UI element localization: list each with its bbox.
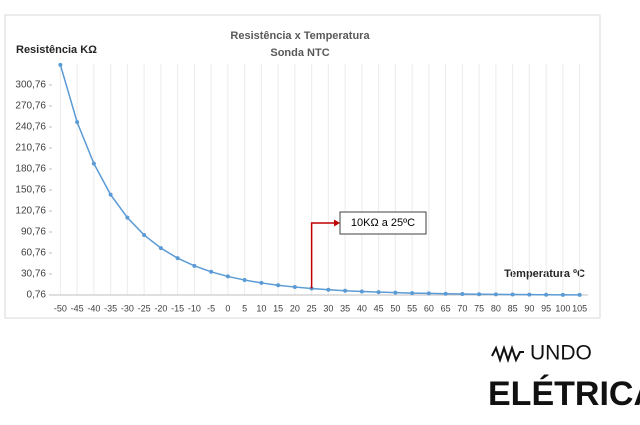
chart-title: Resistência x Temperatura xyxy=(230,30,370,42)
annotation-arrow xyxy=(334,219,340,227)
x-tick-label: 25 xyxy=(307,303,317,313)
x-tick-label: -5 xyxy=(207,303,215,313)
marker xyxy=(242,278,247,283)
y-tick-label: 30,76 xyxy=(21,269,46,280)
marker xyxy=(292,285,297,290)
x-tick-label: 20 xyxy=(290,303,300,313)
marker xyxy=(577,292,582,297)
x-tick-label: 65 xyxy=(441,303,451,313)
x-tick-label: 5 xyxy=(242,303,247,313)
x-tick-label: 80 xyxy=(491,303,501,313)
annotation-box xyxy=(339,211,427,235)
marker xyxy=(343,288,348,293)
marker xyxy=(192,263,197,268)
logo-wave xyxy=(491,344,524,364)
marker xyxy=(75,120,80,125)
x-tick-label: 40 xyxy=(357,303,367,313)
marker xyxy=(544,292,549,297)
line xyxy=(59,64,580,296)
marker xyxy=(125,215,130,220)
chart-subtitle: Sonda NTC xyxy=(270,47,329,59)
marker xyxy=(376,290,381,295)
marker xyxy=(175,256,180,261)
x-tick-label: 45 xyxy=(374,303,384,313)
y-tick-label: 240,76 xyxy=(15,122,46,133)
x-tick-label: 60 xyxy=(424,303,434,313)
marker xyxy=(477,292,482,297)
x-tick-label: -50 xyxy=(54,303,67,313)
marker xyxy=(410,291,415,296)
marker xyxy=(276,283,281,288)
marker xyxy=(91,161,96,166)
x-tick-label: 90 xyxy=(524,303,534,313)
x-tick-label: 55 xyxy=(407,303,417,313)
marker xyxy=(493,292,498,297)
marker xyxy=(527,292,532,297)
x-tick-label: 30 xyxy=(323,303,333,313)
marker xyxy=(158,246,163,251)
y-axis-label: Resistência KΩ xyxy=(16,44,97,56)
annotation-text: 10KΩ a 25ºC xyxy=(351,217,415,229)
x-tick-label: 85 xyxy=(508,303,518,313)
x-axis-label: Temperatura ºC xyxy=(504,268,585,280)
x-tick-label: 10 xyxy=(256,303,266,313)
x-tick-label: -45 xyxy=(71,303,84,313)
marker xyxy=(443,291,448,296)
marker xyxy=(142,233,147,238)
marker xyxy=(359,289,364,294)
y-tick-label: 0,76 xyxy=(27,290,47,301)
x-tick-label: -35 xyxy=(104,303,117,313)
x-tick-label: -40 xyxy=(87,303,100,313)
marker xyxy=(108,192,113,197)
marker xyxy=(259,280,264,285)
marker xyxy=(209,269,214,274)
x-tick-label: -25 xyxy=(138,303,151,313)
x-tick-label: 100 xyxy=(555,303,570,313)
marker xyxy=(58,62,63,67)
x-tick-label: -15 xyxy=(171,303,184,313)
x-tick-label: 35 xyxy=(340,303,350,313)
y-tick-label: 60,76 xyxy=(21,248,46,259)
logo-bottom: ELÉTRICA xyxy=(488,375,640,413)
y-tick-label: 180,76 xyxy=(15,164,46,175)
marker xyxy=(510,292,515,297)
x-tick-label: 95 xyxy=(541,303,551,313)
marker xyxy=(326,287,331,292)
y-tick-label: 90,76 xyxy=(21,227,46,238)
y-tick-label: 150,76 xyxy=(15,185,46,196)
marker xyxy=(560,292,565,297)
chart-frame xyxy=(4,14,601,319)
x-tick-label: 70 xyxy=(457,303,467,313)
y-tick-label: 120,76 xyxy=(15,206,46,217)
x-tick-label: 15 xyxy=(273,303,283,313)
x-tick-label: -10 xyxy=(188,303,201,313)
y-tick-label: 210,76 xyxy=(15,143,46,154)
x-tick-label: 50 xyxy=(390,303,400,313)
y-tick-label: 270,76 xyxy=(15,101,46,112)
y-tick-label: 300,76 xyxy=(15,80,46,91)
x-tick-label: 105 xyxy=(572,303,587,313)
marker xyxy=(426,291,431,296)
annotation-line xyxy=(310,222,336,289)
logo: UNDO ELÉTRICA xyxy=(488,342,640,413)
x-tick-label: -20 xyxy=(154,303,167,313)
x-tick-label: 75 xyxy=(474,303,484,313)
marker xyxy=(393,290,398,295)
x-tick-label: 0 xyxy=(225,303,230,313)
logo-top: UNDO xyxy=(530,342,592,365)
marker xyxy=(225,274,230,279)
x-tick-label: -30 xyxy=(121,303,134,313)
marker xyxy=(460,291,465,296)
